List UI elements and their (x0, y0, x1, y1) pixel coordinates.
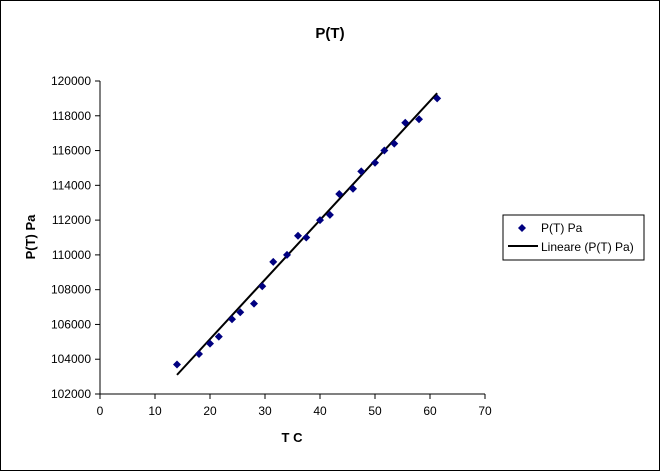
axes (99, 81, 485, 395)
x-axis-ticks: 0 10 20 30 40 50 60 70 (97, 394, 492, 418)
data-point (349, 184, 357, 193)
trendline-series (176, 92, 438, 376)
y-tick-label: 120000 (51, 74, 91, 88)
data-point (371, 158, 379, 167)
y-tick-label: 108000 (51, 283, 91, 297)
data-point (390, 139, 399, 148)
x-tick-label: 0 (97, 404, 104, 418)
data-point (433, 94, 442, 103)
data-point (195, 350, 203, 359)
data-point (258, 282, 267, 291)
data-point (269, 257, 278, 266)
x-axis-title: T C (282, 430, 304, 445)
data-point (294, 231, 302, 240)
x-tick-label: 20 (203, 404, 217, 418)
y-tick-label: 106000 (51, 317, 91, 331)
trendline (176, 92, 438, 376)
data-point (283, 250, 291, 259)
x-tick-label: 40 (313, 404, 327, 418)
legend-label-trendline: Lineare (P(T) Pa) (541, 240, 634, 254)
data-points-series (173, 94, 442, 369)
data-point (325, 210, 334, 219)
x-tick-label: 50 (368, 404, 382, 418)
data-point (302, 233, 311, 242)
data-point (401, 118, 410, 127)
data-point (316, 216, 324, 225)
data-point (236, 308, 245, 317)
chart-title: P(T) (315, 25, 344, 42)
legend-box (502, 214, 645, 261)
x-tick-label: 70 (478, 404, 492, 418)
y-tick-label: 102000 (51, 387, 91, 401)
data-point (415, 115, 423, 124)
legend: P(T) Pa Lineare (P(T) Pa) (502, 214, 645, 261)
y-tick-label: 112000 (52, 213, 91, 227)
y-tick-label: 104000 (51, 352, 91, 366)
data-point (250, 299, 258, 308)
y-axis-title: P(T) Pa (23, 214, 38, 260)
data-point (357, 167, 366, 176)
y-tick-label: 118000 (52, 109, 91, 123)
x-tick-label: 30 (258, 404, 272, 418)
y-axis-ticks: 102000 104000 106000 108000 110000 112000 1140… (51, 74, 100, 401)
data-point (335, 190, 344, 199)
data-point (380, 146, 389, 155)
legend-label-points: P(T) Pa (541, 221, 583, 235)
x-tick-label: 60 (423, 404, 437, 418)
legend-diamond-icon (518, 224, 526, 232)
y-tick-label: 116000 (52, 144, 91, 158)
data-point (214, 332, 223, 341)
data-point (206, 339, 214, 348)
data-point (228, 315, 236, 324)
y-tick-label: 114000 (52, 178, 91, 192)
data-point (173, 360, 181, 369)
y-tick-label: 110000 (52, 248, 91, 262)
x-tick-label: 10 (148, 404, 162, 418)
